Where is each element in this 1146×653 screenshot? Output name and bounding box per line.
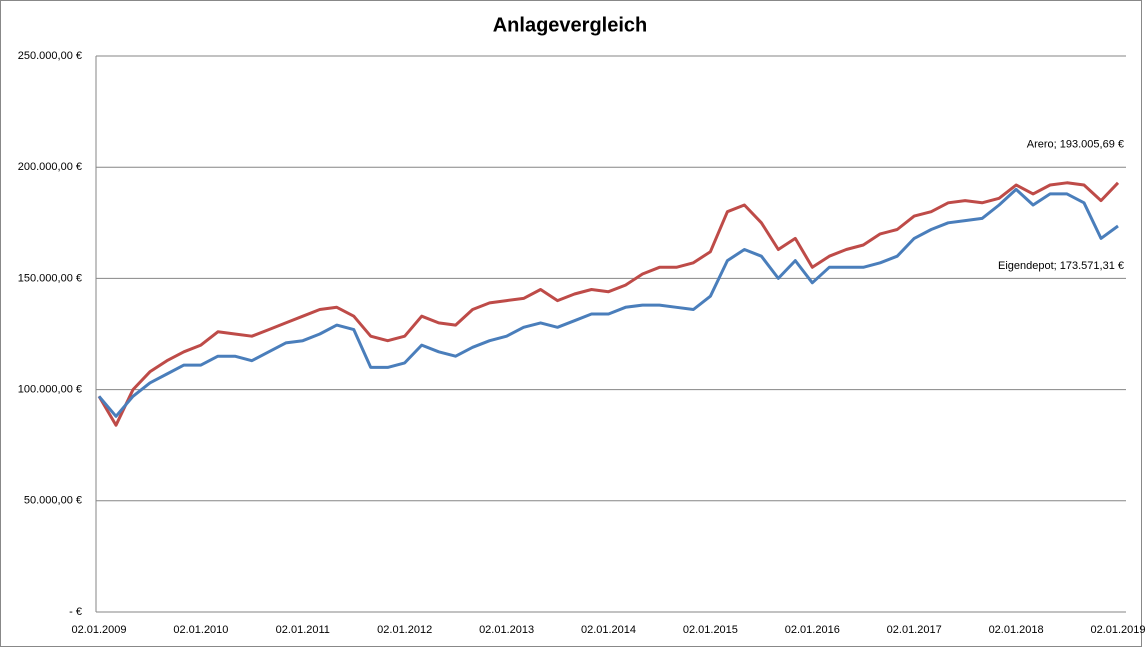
y-tick-label: 100.000,00 € (18, 384, 82, 396)
y-tick-label: 150.000,00 € (18, 272, 82, 284)
chart-title: Anlagevergleich (493, 14, 648, 36)
x-tick-label: 02.01.2016 (785, 624, 840, 636)
y-tick-label: - € (69, 606, 82, 618)
x-tick-label: 02.01.2015 (683, 624, 738, 636)
x-tick-label: 02.01.2013 (479, 624, 534, 636)
x-tick-label: 02.01.2012 (377, 624, 432, 636)
y-tick-label: 50.000,00 € (24, 495, 82, 507)
x-tick-label: 02.01.2017 (887, 624, 942, 636)
series-line (97, 187, 1119, 418)
x-tick-label: 02.01.2018 (989, 624, 1044, 636)
y-tick-label: 250.000,00 € (18, 50, 82, 62)
x-tick-label: 02.01.2009 (71, 624, 126, 636)
x-tick-label: 02.01.2014 (581, 624, 636, 636)
data-label: Arero; 193.005,69 € (1027, 139, 1124, 151)
y-tick-label: 200.000,00 € (18, 161, 82, 173)
x-tick-label: 02.01.2019 (1090, 624, 1145, 636)
x-tick-label: 02.01.2011 (276, 624, 330, 636)
x-tick-label: 02.01.2010 (173, 624, 228, 636)
data-label: Eigendepot; 173.571,31 € (998, 260, 1124, 272)
series-line (97, 181, 1120, 427)
